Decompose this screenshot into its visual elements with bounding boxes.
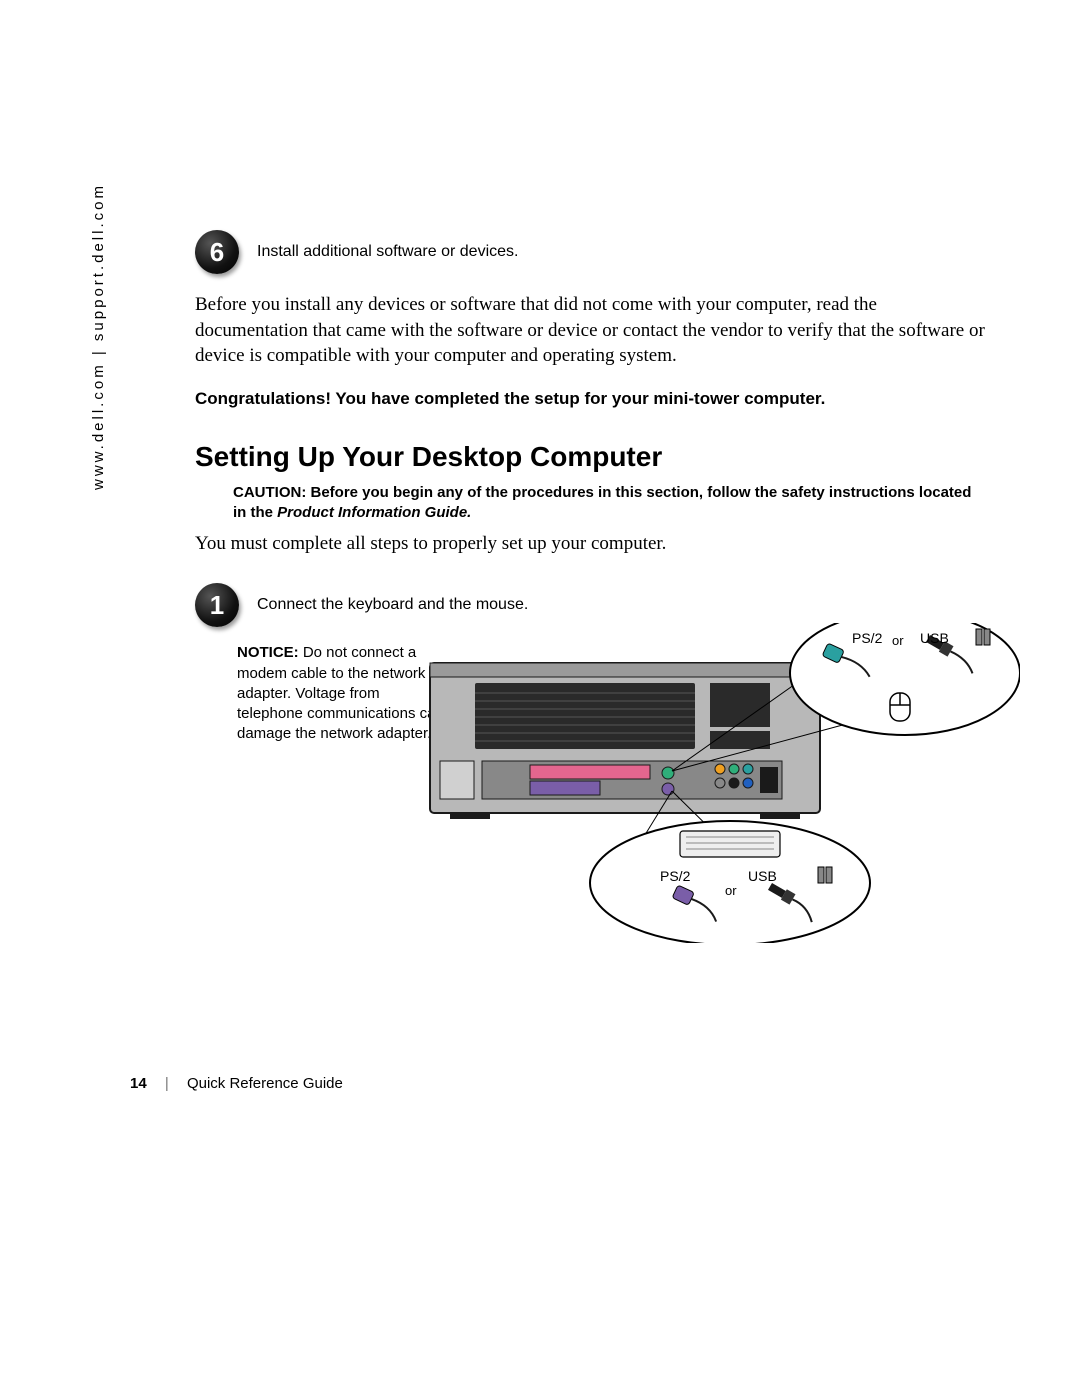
notice-block: NOTICE: Do not connect a modem cable to …	[237, 643, 447, 744]
side-url: www.dell.com | support.dell.com	[90, 183, 107, 490]
content-column: 6 Install additional software or devices…	[195, 230, 985, 943]
footer-title: Quick Reference Guide	[187, 1075, 343, 1092]
label-usb-mouse: USB	[920, 630, 949, 646]
caution-label: CAUTION:	[233, 484, 306, 501]
step-1-header: 1 Connect the keyboard and the mouse.	[195, 583, 985, 627]
step-1-area: 1 Connect the keyboard and the mouse. NO…	[195, 583, 985, 943]
congrats-line: Congratulations! You have completed the …	[195, 389, 985, 409]
step-6-row: 6 Install additional software or devices…	[195, 230, 985, 274]
page-footer: 14 | Quick Reference Guide	[130, 1075, 343, 1092]
label-ps2-kbd: PS/2	[660, 868, 691, 884]
step-1-text: Connect the keyboard and the mouse.	[257, 596, 528, 614]
label-or-mouse: or	[892, 633, 904, 648]
instruction-line: You must complete all steps to properly …	[195, 533, 985, 555]
footer-separator: |	[165, 1075, 169, 1092]
connection-diagram: PS/2 or USB	[420, 623, 1020, 943]
label-or-kbd: or	[725, 883, 737, 898]
caution-italic: Product Information Guide.	[277, 504, 471, 521]
page-number: 14	[130, 1075, 147, 1092]
label-ps2-mouse: PS/2	[852, 630, 883, 646]
label-usb-kbd: USB	[748, 868, 777, 884]
step-6-badge: 6	[195, 230, 239, 274]
step-6-text: Install additional software or devices.	[257, 243, 518, 261]
notice-label: NOTICE:	[237, 644, 299, 661]
page: www.dell.com | support.dell.com 6 Instal…	[0, 0, 1080, 1397]
step-1-badge: 1	[195, 583, 239, 627]
caution-block: CAUTION: Before you begin any of the pro…	[233, 483, 985, 524]
section-heading: Setting Up Your Desktop Computer	[195, 441, 985, 473]
step-6-paragraph: Before you install any devices or softwa…	[195, 292, 985, 369]
